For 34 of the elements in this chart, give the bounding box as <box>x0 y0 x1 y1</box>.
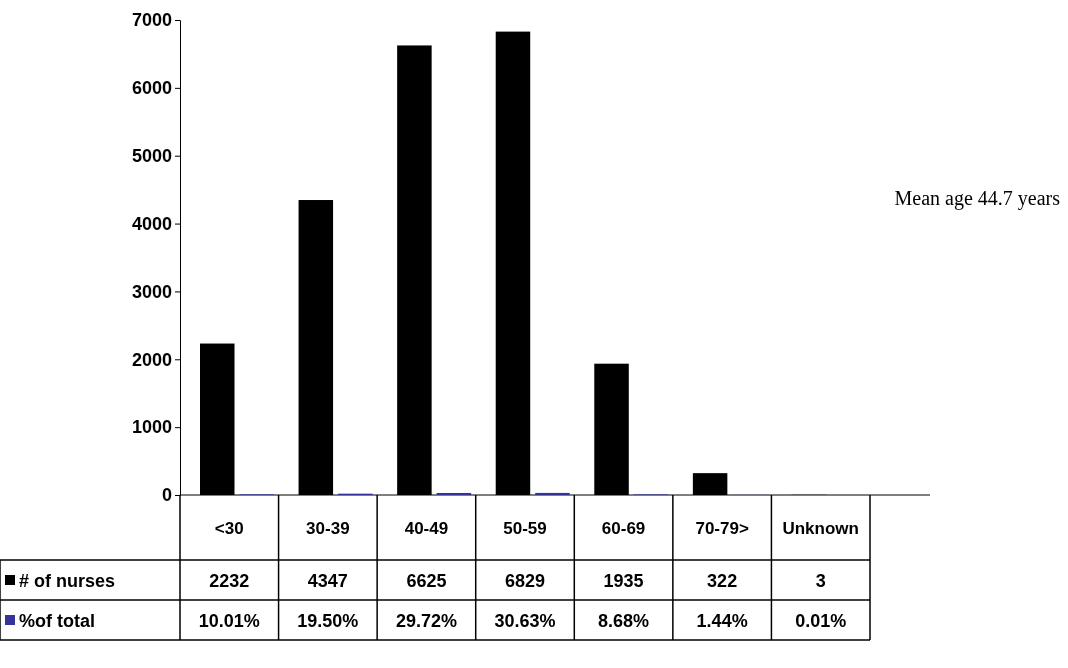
y-tick-label: 2000 <box>131 349 172 370</box>
bar <box>436 492 472 495</box>
y-tick-label: 4000 <box>131 213 172 234</box>
data-label: 10.01% <box>198 611 260 631</box>
data-label: 8.68% <box>598 611 650 631</box>
y-tick-label: 7000 <box>131 10 172 31</box>
x-tick-label: 60-69 <box>601 518 646 538</box>
x-tick-label: <30 <box>214 518 244 538</box>
data-label: 3 <box>815 571 826 591</box>
x-tick-label: 50-59 <box>503 518 547 538</box>
x-tick-label: Unknown <box>782 518 859 538</box>
x-tick-label: 40-49 <box>404 518 449 538</box>
data-label: 4347 <box>307 571 348 591</box>
data-label: 322 <box>707 571 738 591</box>
data-label: 30.63% <box>494 611 556 631</box>
y-tick-label: 6000 <box>131 78 172 99</box>
y-tick-label: 5000 <box>131 145 172 166</box>
data-label: 29.72% <box>395 611 457 631</box>
data-label: 1935 <box>603 571 644 591</box>
y-tick-label: 1000 <box>131 417 172 438</box>
data-label: 0.01% <box>795 611 847 631</box>
data-label: 6625 <box>406 571 447 591</box>
data-label: 2232 <box>209 571 250 591</box>
bar <box>535 492 570 495</box>
data-label: 1.44% <box>696 611 748 631</box>
legend-label: # of nurses <box>19 571 116 591</box>
y-tick-label: 3000 <box>131 281 172 302</box>
data-label: 6829 <box>504 571 546 591</box>
annotation: Mean age 44.7 years <box>894 187 1061 210</box>
x-tick-label: 30-39 <box>306 518 350 538</box>
legend-label: %of total <box>19 611 95 631</box>
data-label: 19.50% <box>297 611 359 631</box>
y-tick-label: 0 <box>161 485 172 506</box>
x-tick-label: 70-79> <box>695 518 749 538</box>
